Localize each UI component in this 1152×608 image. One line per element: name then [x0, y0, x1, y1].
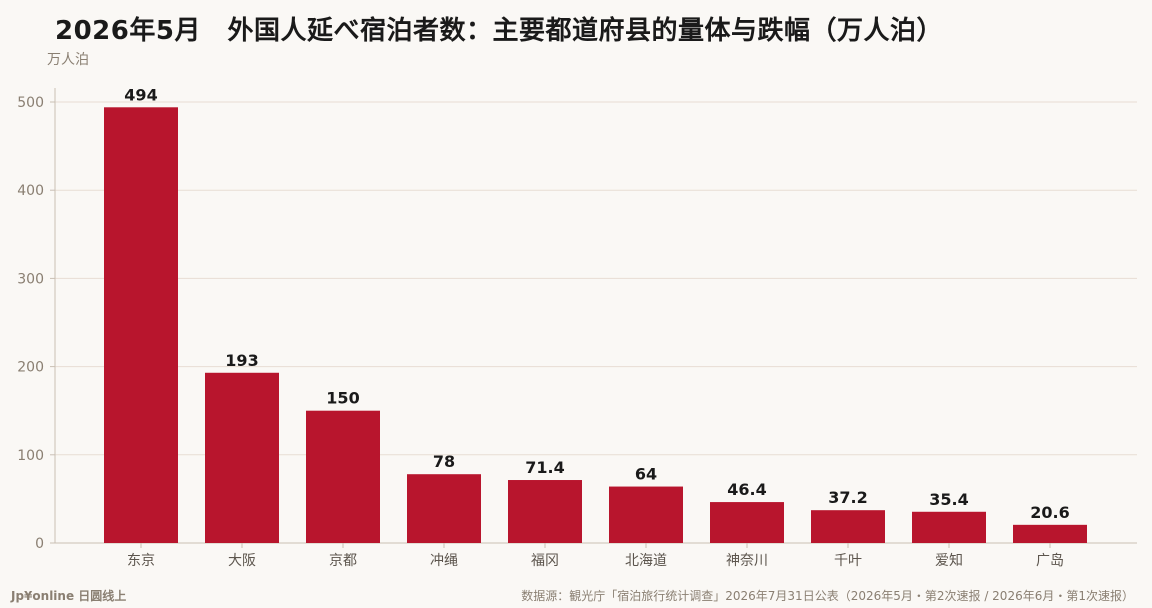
category-label: 福冈 — [531, 553, 559, 569]
value-label: 35.4 — [929, 490, 968, 509]
value-label: 37.2 — [828, 488, 867, 507]
y-tick-label: 300 — [17, 271, 44, 287]
value-label: 150 — [326, 389, 359, 408]
bar-1 — [104, 107, 178, 544]
value-label: 46.4 — [727, 480, 766, 499]
bar-2 — [205, 372, 279, 543]
value-label: 64 — [635, 465, 657, 484]
value-label: 20.6 — [1030, 503, 1069, 522]
category-label: 冲绳 — [430, 553, 458, 569]
value-label: 193 — [225, 351, 258, 370]
bar-8 — [811, 510, 885, 543]
y-tick-label: 500 — [17, 95, 44, 111]
bar-7 — [710, 502, 784, 543]
bar-10 — [1013, 524, 1087, 543]
bar-3 — [306, 410, 380, 543]
bar-9 — [912, 511, 986, 543]
bar-6 — [609, 486, 683, 543]
category-label: 东京 — [127, 553, 155, 569]
footer-source: 数据源：観光庁「宿泊旅行统计调查」2026年7月31日公表（2026年5月・第2… — [521, 589, 1134, 603]
footer-brand: Jp¥online 日圆线上 — [11, 589, 127, 603]
y-tick-label: 100 — [17, 448, 44, 464]
value-label: 78 — [433, 452, 455, 471]
category-label: 广岛 — [1036, 553, 1064, 569]
value-label: 494 — [124, 85, 157, 104]
y-tick-label: 200 — [17, 360, 44, 376]
category-label: 千叶 — [834, 553, 862, 569]
category-label: 爱知 — [935, 552, 963, 569]
category-label: 大阪 — [228, 553, 256, 569]
y-tick-label: 0 — [35, 536, 44, 552]
bar-4 — [407, 474, 481, 543]
category-label: 神奈川 — [726, 553, 768, 569]
value-label: 71.4 — [525, 458, 564, 477]
y-tick-label: 400 — [17, 183, 44, 199]
bar-5 — [508, 480, 582, 543]
category-label: 京都 — [329, 553, 357, 569]
category-label: 北海道 — [625, 553, 667, 569]
chart-title: 2026年5月 外国人延べ宿泊者数：主要都道府县的量体与跌幅（万人泊） — [55, 16, 943, 46]
y-axis-unit-label: 万人泊 — [47, 52, 89, 68]
